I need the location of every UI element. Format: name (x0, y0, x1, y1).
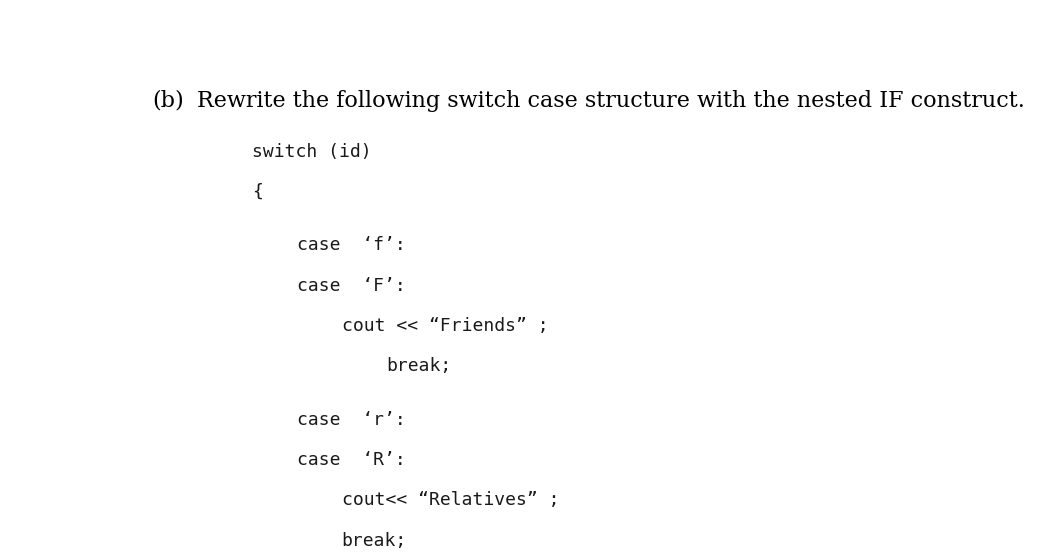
Text: case  ‘r’:: case ‘r’: (297, 411, 406, 428)
Text: {: { (252, 183, 264, 201)
Text: break;: break; (386, 357, 452, 375)
Text: (b): (b) (153, 89, 184, 112)
Text: case  ‘R’:: case ‘R’: (297, 451, 406, 469)
Text: break;: break; (341, 532, 407, 550)
Text: case  ‘f’:: case ‘f’: (297, 236, 406, 254)
Text: cout<< “Relatives” ;: cout<< “Relatives” ; (341, 491, 559, 509)
Text: case  ‘F’:: case ‘F’: (297, 277, 406, 295)
Text: switch (id): switch (id) (252, 143, 372, 161)
Text: cout << “Friends” ;: cout << “Friends” ; (341, 317, 548, 335)
Text: Rewrite the following switch case structure with the nested IF construct.: Rewrite the following switch case struct… (198, 89, 1025, 112)
